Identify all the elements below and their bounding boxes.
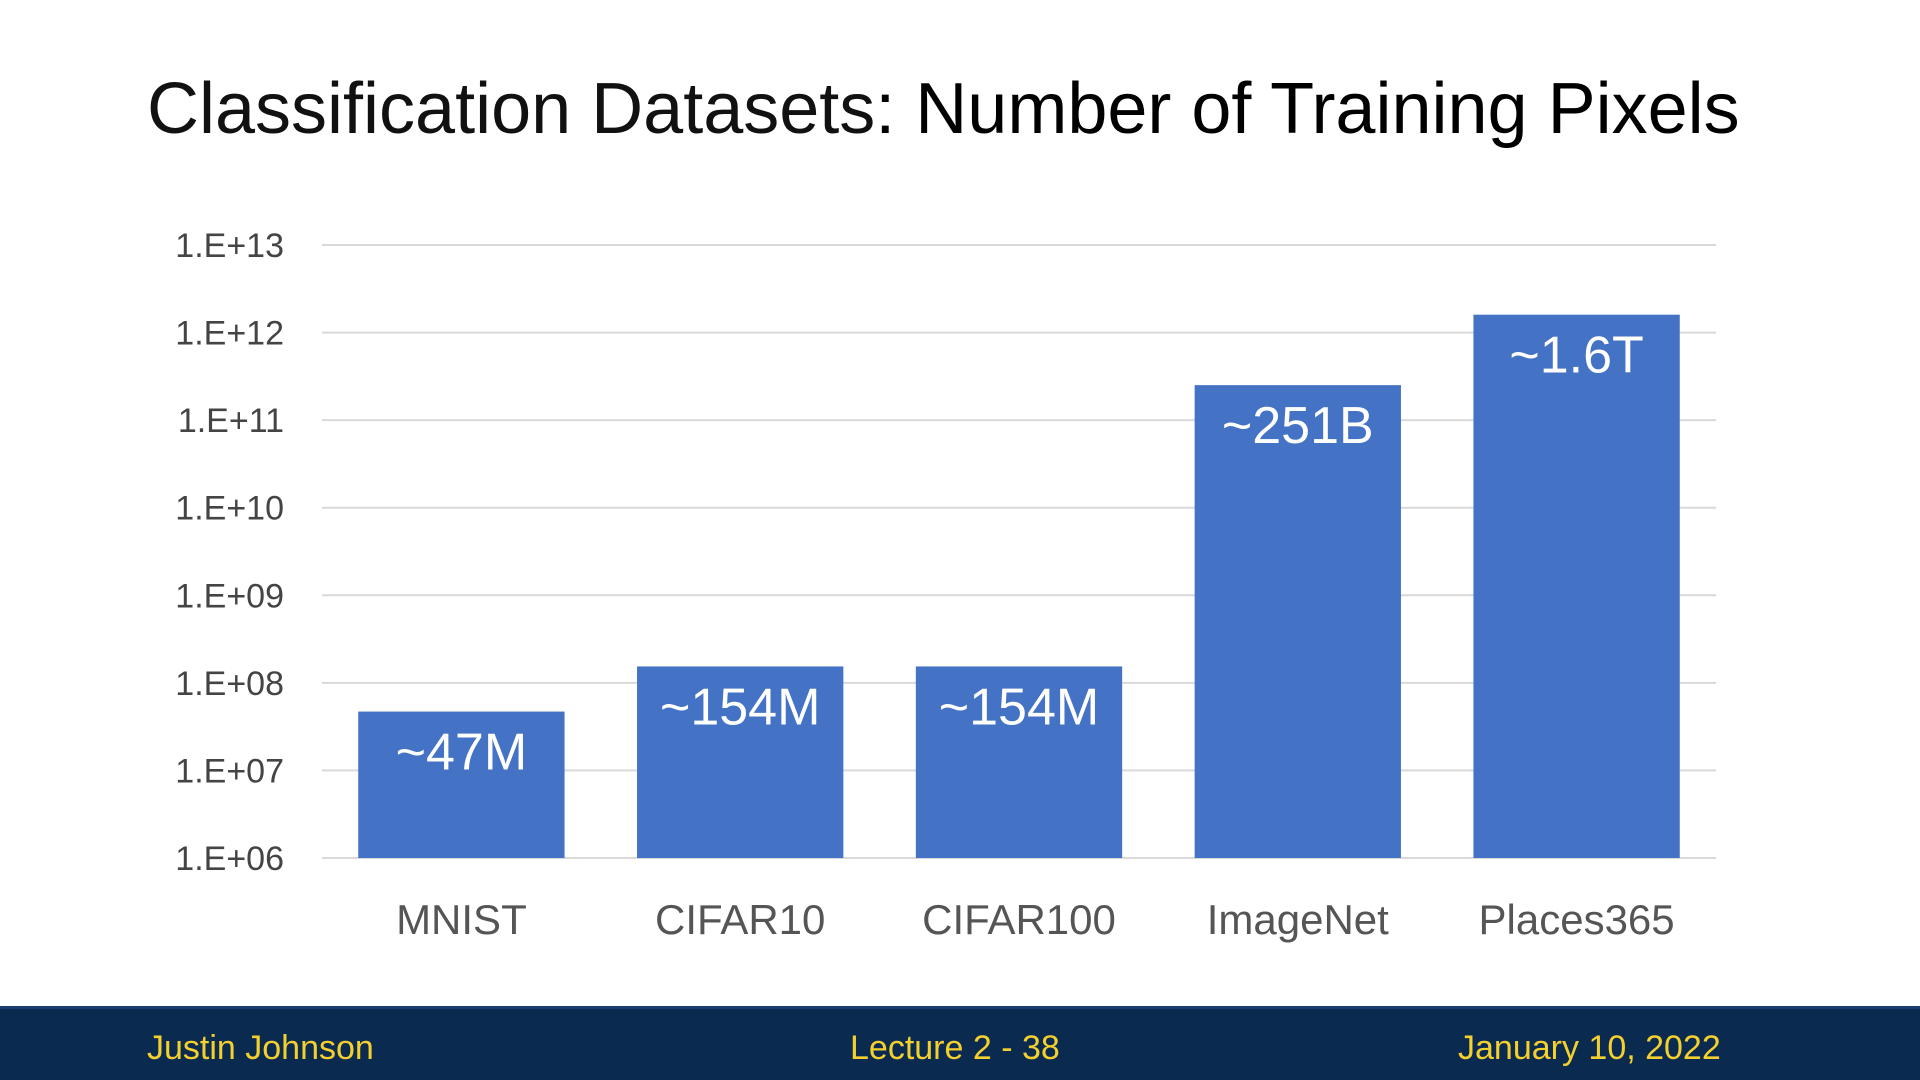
y-tick-label: 1.E+12 (175, 315, 284, 353)
bar-chart: 1.E+06 1.E+07 1.E+08 1.E+09 1.E+10 1.E+11 1.E+… (175, 227, 1716, 943)
slide-title-part2: : Number of Training Pixels (875, 69, 1740, 149)
y-tick-label: 1.E+09 (175, 577, 284, 615)
y-tick-label: 1.E+13 (175, 227, 284, 265)
data-label: ~251B (1222, 397, 1374, 455)
bar (915, 666, 1123, 858)
y-tick-label: 1.E+07 (175, 752, 284, 790)
bar (1473, 314, 1680, 858)
x-category-label: MNIST (396, 896, 527, 943)
y-tick-label: 1.E+06 (175, 840, 284, 878)
slide-title: Classification Datasets: Number of Train… (147, 68, 1740, 150)
footer-bar: Justin Johnson Lecture 2 - 38 January 10… (0, 1006, 1920, 1080)
y-tick-label: 1.E+10 (175, 490, 284, 528)
bar (358, 711, 565, 858)
x-category-label: Places365 (1479, 896, 1675, 943)
data-label: ~1.6T (1509, 327, 1643, 385)
footer-author: Justin Johnson (147, 1029, 374, 1067)
footer-lecture: Lecture 2 - 38 (850, 1029, 1060, 1067)
bar (1194, 385, 1401, 858)
x-category-label: ImageNet (1207, 896, 1389, 943)
data-label: ~47M (396, 724, 528, 782)
bar (637, 666, 844, 858)
y-tick-label: 1.E+08 (175, 665, 284, 703)
x-category-label: CIFAR100 (922, 896, 1116, 943)
footer-date: January 10, 2022 (1458, 1029, 1721, 1067)
data-label: ~154M (939, 678, 1099, 736)
x-category-label: CIFAR10 (655, 896, 825, 943)
data-label: ~154M (660, 678, 820, 736)
y-tick-label: 1.E+11 (178, 402, 284, 440)
slide-title-part1: Classification Datasets (147, 69, 876, 149)
